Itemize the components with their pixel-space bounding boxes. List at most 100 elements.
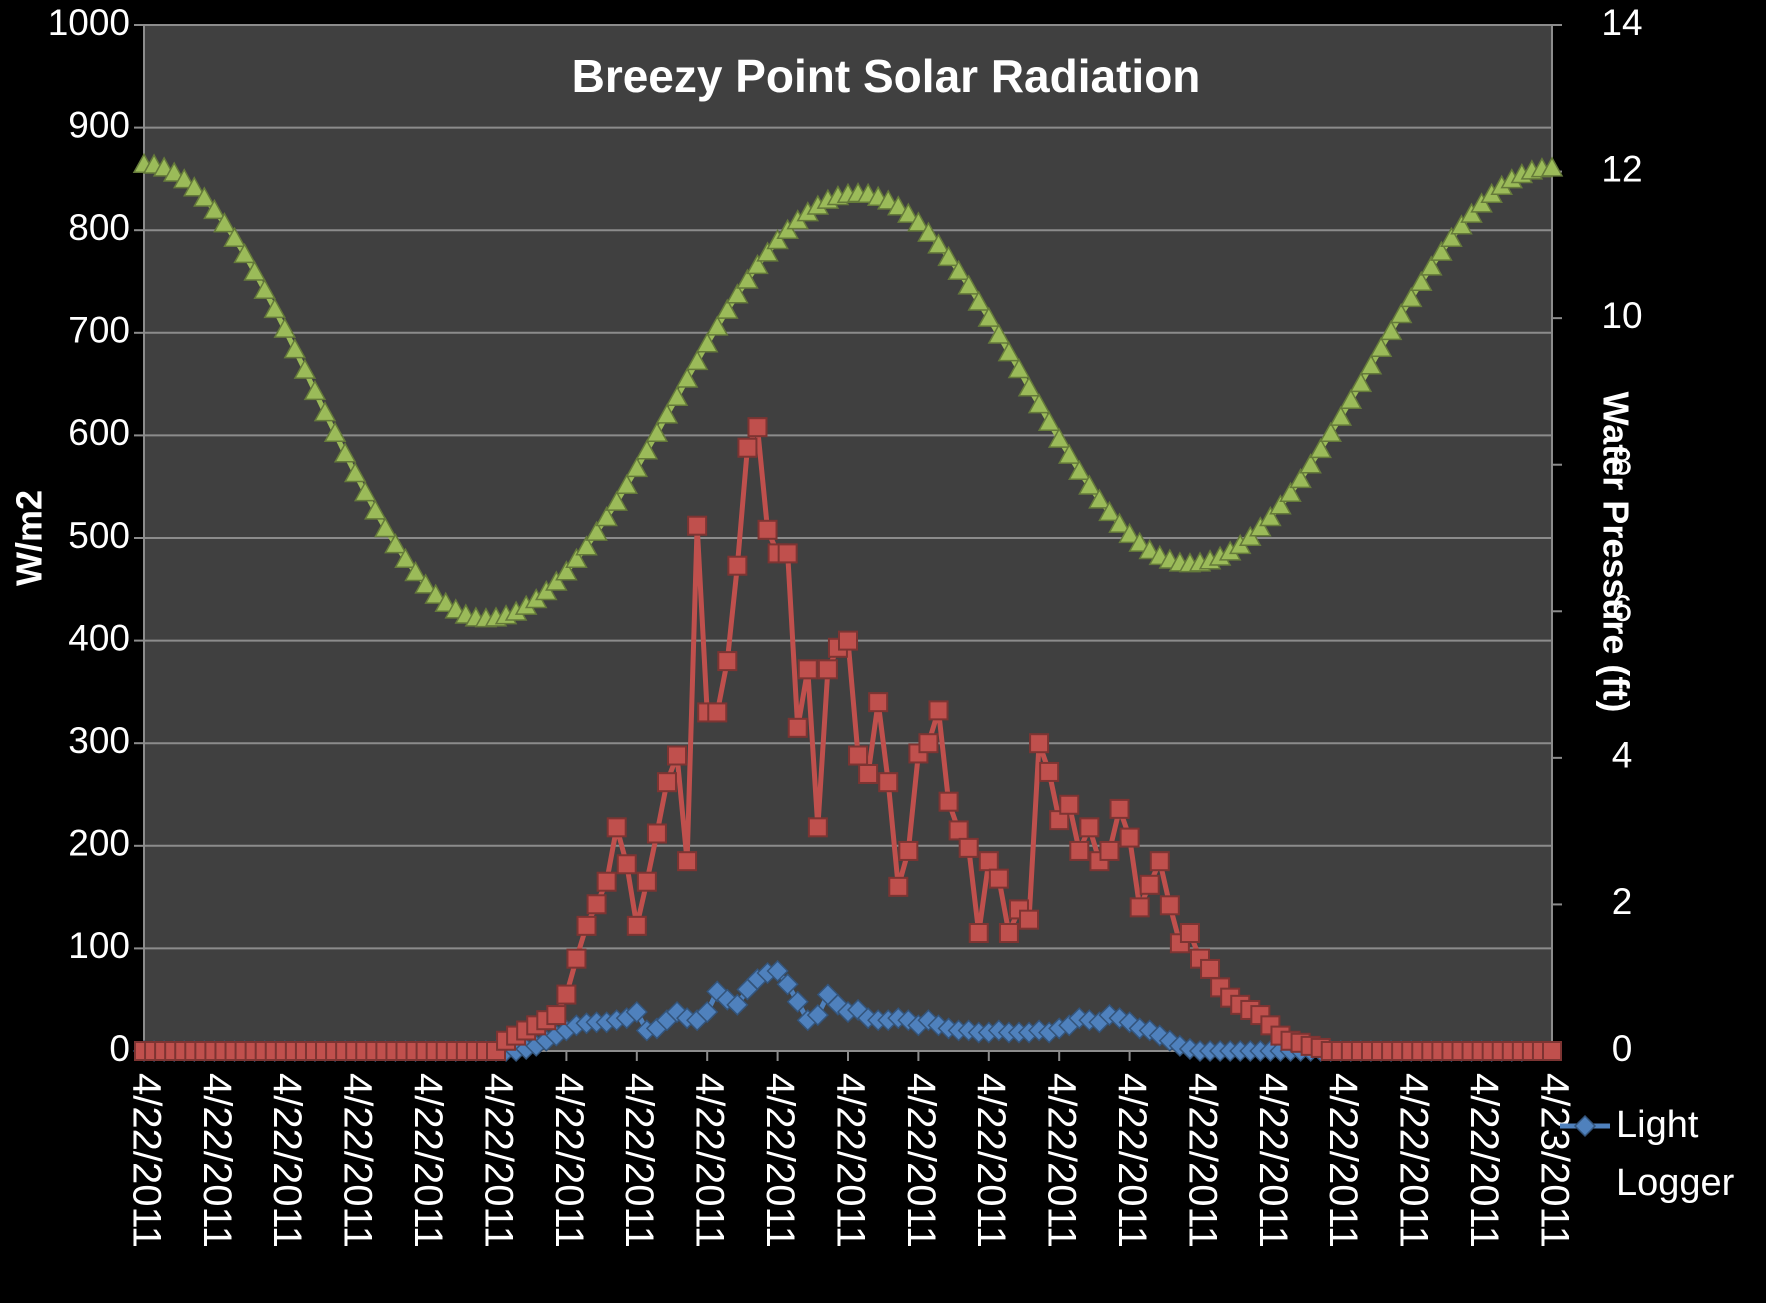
data-point (967, 290, 991, 311)
y2-tick-label: 6 (1612, 588, 1633, 629)
x-tick-label: 4/22/2011 (124, 1073, 168, 1248)
data-point (635, 439, 659, 460)
data-point (717, 651, 738, 672)
data-point (556, 984, 577, 1005)
data-point (838, 630, 858, 651)
data-point (1259, 505, 1282, 527)
data-point (1249, 516, 1272, 537)
data-point (655, 403, 679, 424)
data-point (1108, 512, 1131, 533)
data-point (1049, 810, 1070, 831)
data-point (414, 573, 437, 594)
legend-item: Light Logger (1560, 1104, 1734, 1204)
legend-label-box: Light Logger (1616, 1104, 1734, 1204)
data-point (737, 437, 758, 458)
data-point (183, 176, 206, 197)
data-point (606, 817, 627, 838)
data-point (1540, 156, 1564, 177)
data-point (675, 367, 699, 388)
data-point (766, 959, 789, 983)
data-point (1460, 202, 1483, 223)
data-point (1139, 874, 1160, 895)
data-point (777, 543, 798, 564)
data-point (243, 260, 266, 281)
data-point (323, 421, 347, 442)
data-point (797, 659, 818, 680)
data-point (695, 332, 719, 353)
data-point (394, 547, 417, 569)
data-point (776, 973, 799, 996)
data-point (1389, 302, 1413, 324)
data-point (868, 692, 889, 713)
data-point (596, 871, 617, 892)
y2-tick-label: 2 (1612, 881, 1633, 922)
y-tick-label: 100 (68, 925, 130, 966)
data-point (987, 323, 1011, 344)
data-point (928, 700, 949, 721)
x-tick-label: 4/22/2011 (195, 1073, 239, 1248)
data-point (1179, 923, 1200, 944)
data-point (1098, 500, 1121, 522)
data-point (616, 854, 637, 875)
data-point (545, 570, 568, 591)
data-point (586, 894, 607, 915)
data-point (1200, 958, 1221, 979)
data-point (566, 948, 587, 969)
series-layer (132, 152, 1564, 1063)
data-point (555, 560, 578, 581)
data-point (1027, 393, 1051, 414)
data-point (605, 490, 628, 511)
data-point (858, 763, 879, 784)
data-point (384, 533, 407, 554)
data-point (878, 772, 899, 793)
x-tick-label: 4/22/2011 (476, 1073, 520, 1248)
data-point (1440, 226, 1463, 248)
data-point (1319, 421, 1343, 442)
data-point (1039, 761, 1060, 782)
x-tick-label: 4/22/2011 (969, 1073, 1013, 1248)
data-point (968, 923, 989, 944)
x-tick-label: 4/22/2011 (758, 1073, 802, 1248)
series (134, 417, 1562, 1061)
data-point (938, 791, 959, 812)
data-point (1128, 531, 1151, 552)
data-point (947, 259, 970, 280)
data-point (1019, 909, 1040, 930)
data-point (364, 499, 387, 520)
data-point (958, 837, 979, 858)
x-tick-label: 4/22/2011 (406, 1073, 450, 1248)
data-point (696, 1000, 719, 1024)
data-point (1409, 270, 1433, 291)
data-point (1379, 319, 1403, 341)
data-point (645, 421, 669, 442)
data-point (1029, 733, 1050, 754)
data-point (957, 274, 980, 295)
data-point (203, 198, 226, 220)
data-point (1007, 357, 1031, 379)
data-point (263, 297, 287, 319)
data-point (625, 456, 649, 478)
data-point (1159, 895, 1180, 916)
data-point (716, 298, 739, 319)
data-point (223, 226, 246, 248)
data-point (313, 401, 337, 422)
data-point (1037, 410, 1061, 431)
data-point (636, 871, 657, 892)
data-point (1289, 467, 1312, 489)
y2-tick-label: 4 (1612, 735, 1633, 776)
data-point (1329, 405, 1353, 426)
data-point (786, 990, 809, 1013)
x-tick-label: 4/22/2011 (1110, 1073, 1154, 1248)
data-point (585, 520, 608, 541)
data-point (1088, 488, 1111, 509)
data-point (193, 186, 216, 207)
data-point (887, 195, 910, 216)
data-point (1309, 437, 1332, 459)
data-point (736, 268, 759, 289)
data-point (1079, 817, 1100, 838)
data-point (927, 233, 950, 254)
y-tick-label: 200 (68, 823, 130, 864)
x-tick-label: 4/22/2011 (547, 1073, 591, 1248)
data-point (937, 245, 960, 267)
